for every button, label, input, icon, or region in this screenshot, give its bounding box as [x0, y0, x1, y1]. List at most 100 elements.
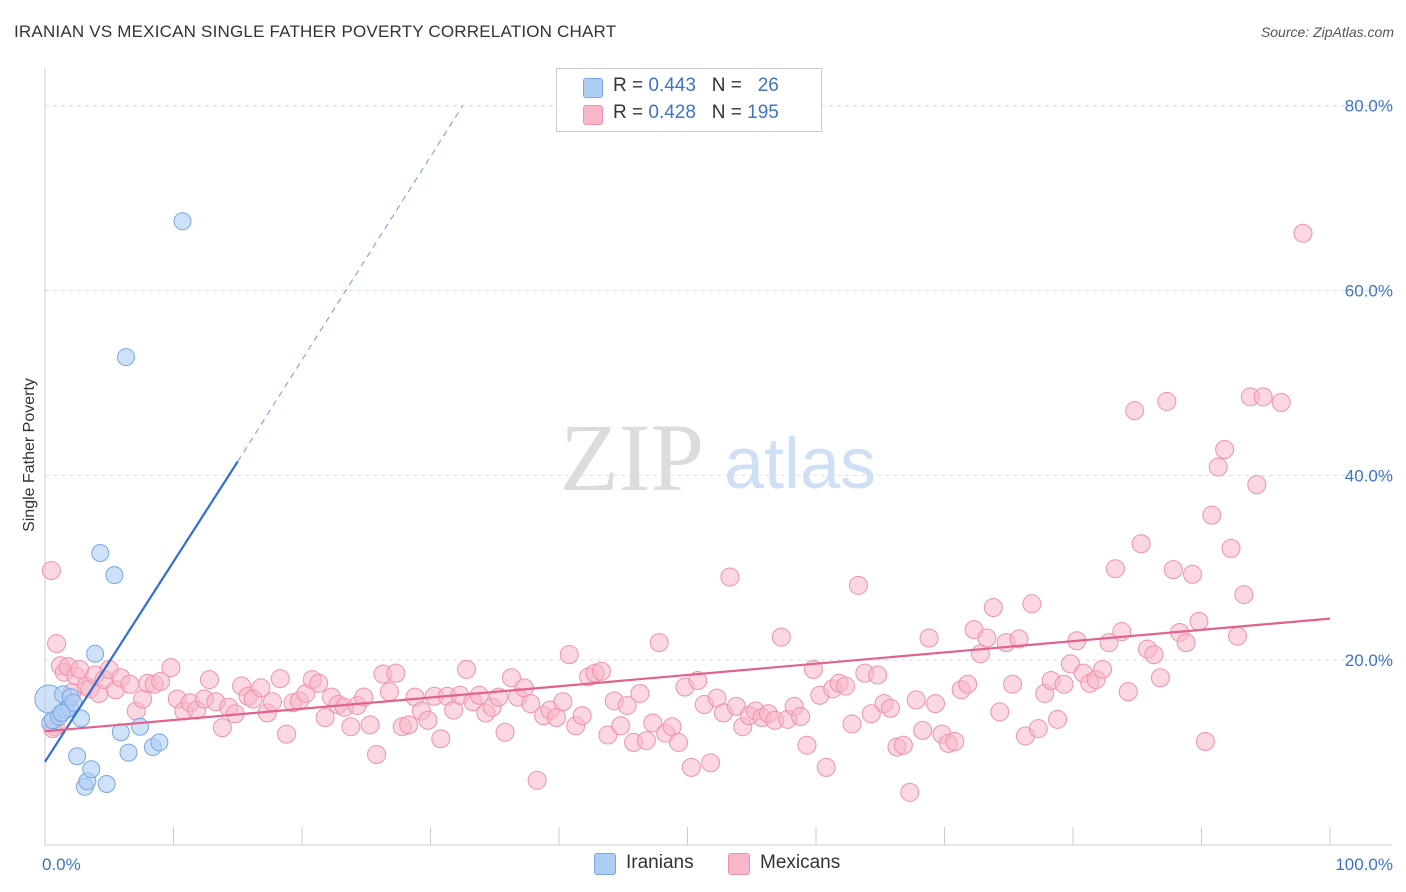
mexicans-trend-line	[44, 617, 1331, 733]
iranians-point	[150, 733, 169, 752]
iranians-point	[68, 747, 87, 766]
y-axis-title: Single Father Poverty	[21, 378, 38, 532]
mexicans-point	[919, 628, 939, 648]
iranians-point	[97, 775, 116, 794]
mexicans-point	[1093, 659, 1113, 679]
mexicans-point	[643, 713, 663, 733]
mexicans-point	[649, 633, 669, 653]
mexicans-point	[1293, 223, 1313, 243]
mexicans-point	[1157, 391, 1177, 411]
mexicans-point	[617, 695, 637, 715]
iranians-trend-extension	[237, 105, 464, 462]
mexicans-point	[47, 634, 67, 654]
mexicans-point	[797, 735, 817, 755]
mexicans-point	[1150, 668, 1170, 688]
mexicans-point	[720, 567, 740, 587]
mexicans-point	[1183, 564, 1203, 584]
mexicans-point	[630, 683, 650, 703]
mexicans-point	[1048, 709, 1068, 729]
y-tick-label-0: 20.0%	[1345, 651, 1393, 670]
mexicans-point	[469, 685, 489, 705]
mexicans-point	[1131, 534, 1151, 554]
mexicans-point	[1028, 719, 1048, 739]
mexicans-point	[977, 628, 997, 648]
mexicans-point	[262, 692, 282, 712]
mexicans-point	[379, 682, 399, 702]
x-tick-label-0: 0.0%	[42, 855, 81, 874]
mexicans-point	[861, 704, 881, 724]
mexicans-point	[1125, 401, 1145, 421]
mexicans-point	[1234, 585, 1254, 605]
tick-labels: 20.0% 40.0% 60.0% 80.0% 0.0% 100.0%	[42, 97, 1393, 874]
bottom-iranians-swatch	[594, 853, 616, 875]
mexicans-point	[1163, 560, 1183, 580]
mexicans-point	[958, 674, 978, 694]
mexicans-point	[669, 732, 689, 752]
mexicans-point	[881, 698, 901, 718]
mexicans-point	[386, 663, 406, 683]
mexicans-point	[990, 702, 1010, 722]
mexicans-point	[251, 678, 271, 698]
mexicans-point	[1054, 674, 1074, 694]
bottom-mexicans-swatch	[728, 853, 750, 875]
mexicans-point	[161, 658, 181, 678]
mexicans-point	[559, 645, 579, 665]
legend-iranians-n-label: N =	[711, 75, 748, 96]
mexicans-point	[418, 710, 438, 730]
legend-iranians-r-label: R =	[613, 75, 649, 96]
mexicans-point	[212, 718, 232, 738]
mexicans-point	[521, 694, 541, 714]
iranians-points	[34, 212, 192, 796]
trend-lines	[44, 105, 1331, 763]
mexicans-point	[1009, 629, 1029, 649]
mexicans-point	[354, 687, 374, 707]
iranians-point	[131, 717, 150, 736]
mexicans-point	[495, 722, 515, 742]
y-tick-label-2: 60.0%	[1345, 282, 1393, 301]
mexicans-point	[1118, 682, 1138, 702]
iranians-point	[116, 348, 135, 367]
mexicans-point	[120, 674, 140, 694]
mexicans-point	[1221, 538, 1241, 558]
mexicans-point	[926, 694, 946, 714]
mexicans-point	[572, 706, 592, 726]
mexicans-point	[527, 770, 547, 790]
legend-mexicans-r-label: R =	[613, 102, 649, 123]
mexicans-point	[906, 690, 926, 710]
legend-mexicans-n-label: N =	[711, 102, 748, 123]
chart-title: IRANIAN VS MEXICAN SINGLE FATHER POVERTY…	[14, 22, 617, 41]
iranians-point	[52, 703, 71, 722]
mexicans-point	[199, 670, 219, 690]
y-tick-label-3: 80.0%	[1345, 97, 1393, 116]
mexicans-point	[1253, 387, 1273, 407]
iranians-trend-line	[44, 460, 239, 763]
mexicans-point	[1022, 594, 1042, 614]
mexicans-point	[701, 753, 721, 773]
mexicans-point	[900, 782, 920, 802]
iranians-point	[91, 543, 110, 562]
mexicans-point	[945, 732, 965, 752]
mexicans-point	[611, 716, 631, 736]
iranians-point	[71, 709, 90, 728]
mexicans-point	[688, 671, 708, 691]
mexicans-point	[1176, 633, 1196, 653]
iranians-point	[105, 566, 124, 585]
axes	[44, 68, 1392, 846]
mexicans-point	[341, 717, 361, 737]
iranians-point	[82, 760, 101, 779]
watermark-atlas: atlas	[724, 424, 876, 504]
mexicans-point	[1144, 645, 1164, 665]
mexicans-point	[983, 598, 1003, 618]
source-label: Source: ZipAtlas.com	[1260, 24, 1394, 40]
mexicans-point	[270, 669, 290, 689]
mexicans-point	[842, 714, 862, 734]
legend-iranians-text: R = 0.443 N = 26	[613, 75, 779, 97]
mexicans-point	[431, 729, 451, 749]
mexicans-point	[848, 575, 868, 595]
mexicans-swatch	[583, 105, 603, 125]
mexicans-point	[1247, 475, 1267, 495]
mexicans-point	[367, 744, 387, 764]
mexicans-point	[681, 757, 701, 777]
mexicans-point	[1215, 439, 1235, 459]
